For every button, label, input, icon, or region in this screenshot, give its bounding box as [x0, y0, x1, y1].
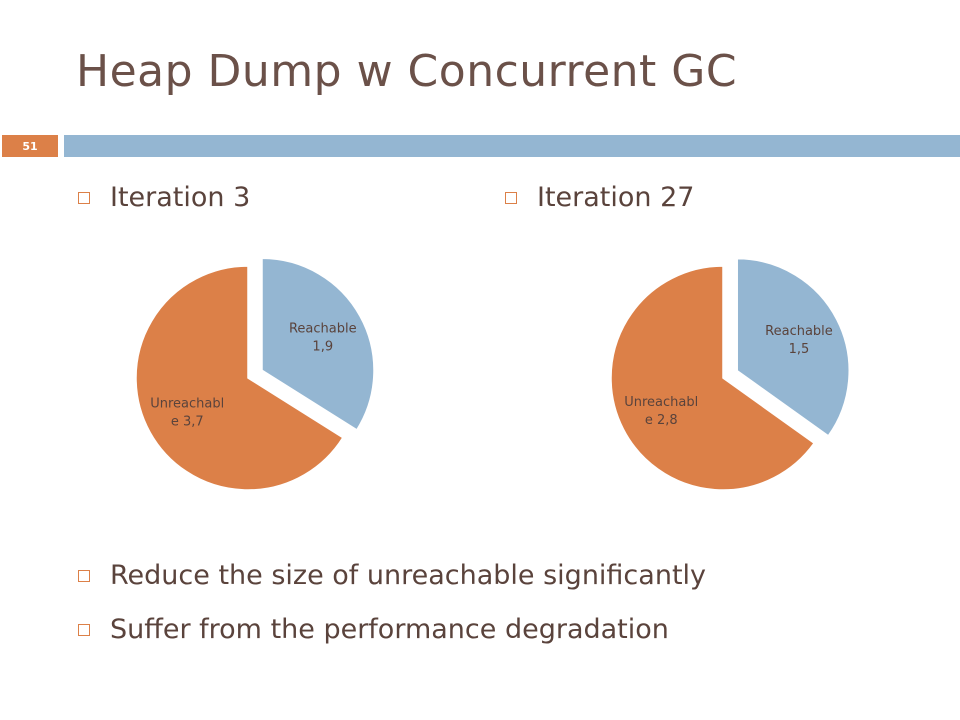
- pie-chart-iteration-3: Reachable 1,9 Unreachabl e 3,7: [135, 257, 375, 491]
- bullet-text: Reduce the size of unreachable significa…: [110, 560, 707, 591]
- bullet-reduce-size: Reduce the size of unreachable significa…: [78, 560, 706, 591]
- bullet-box-icon: [78, 569, 90, 582]
- pie-slice-label: Unreachabl e 3,7: [150, 397, 224, 430]
- pie-slice-label: Reachable 1,9: [289, 322, 357, 355]
- pie-slice: [610, 265, 816, 491]
- bullet-text: Iteration 27: [537, 182, 695, 213]
- bullet-box-icon: [78, 191, 90, 204]
- slide-title: Heap Dump w Concurrent GC: [76, 46, 738, 97]
- bullet-iteration-3: Iteration 3: [78, 182, 250, 213]
- bullet-box-icon: [505, 191, 517, 204]
- bullet-text: Iteration 3: [110, 182, 251, 213]
- pie-slice: [135, 265, 344, 491]
- pie-slice: [736, 257, 850, 437]
- pie-slice: [261, 257, 375, 431]
- title-divider-bar: [64, 135, 960, 157]
- pie-chart-iteration-27: Reachable 1,5 Unreachabl e 2,8: [610, 257, 850, 491]
- slide-number: 51: [22, 139, 38, 153]
- bullet-performance: Suffer from the performance degradation: [78, 614, 669, 645]
- bullet-box-icon: [78, 623, 90, 636]
- pie-slice-label: Reachable 1,5: [765, 324, 833, 357]
- pie-slice-label: Unreachabl e 2,8: [624, 395, 698, 428]
- slide-number-badge: 51: [2, 135, 58, 157]
- bullet-iteration-27: Iteration 27: [505, 182, 694, 213]
- bullet-text: Suffer from the performance degradation: [110, 614, 669, 645]
